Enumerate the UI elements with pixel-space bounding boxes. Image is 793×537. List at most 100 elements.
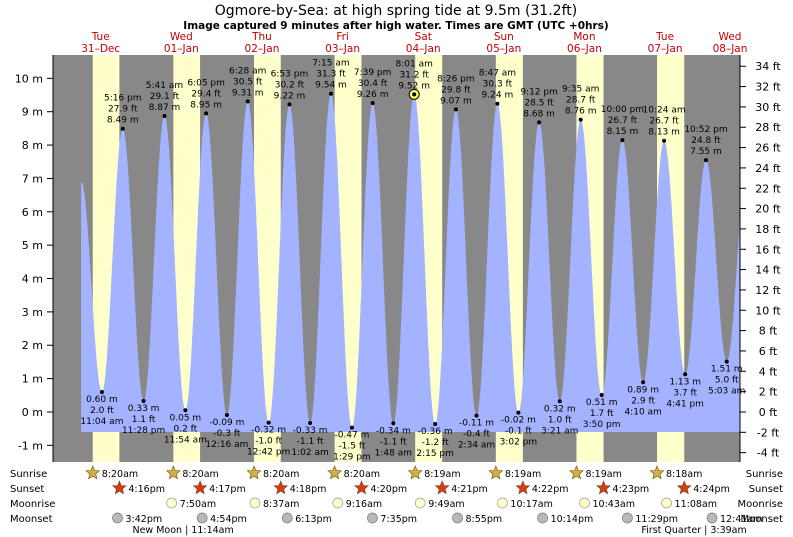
high-tide-m: 7.55 m [690, 147, 722, 157]
low-tide-ft: -0.3 ft [213, 429, 240, 439]
high-tide-time: 6:53 pm [271, 69, 309, 79]
day-name: Tue [655, 31, 674, 43]
tide-extreme-point [224, 412, 229, 417]
low-tide-time: 1:29 pm [333, 453, 371, 463]
day-date: 05–Jan [486, 43, 521, 55]
y-tick-label-m: 9 m [22, 106, 43, 119]
tide-extreme-point [516, 410, 521, 415]
y-tick-label-ft: 22 ft [755, 182, 781, 195]
low-tide-time: 12:16 am [205, 440, 248, 450]
low-tide-m: -0.33 m [293, 426, 328, 436]
sunset-time: 4:21pm [451, 484, 488, 495]
y-tick-label-m: 4 m [22, 273, 43, 286]
y-tick-label-ft: 8 ft [759, 325, 778, 338]
day-date: 06–Jan [567, 43, 602, 55]
y-tick-label-m: 1 m [22, 373, 43, 386]
moonrise-time: 7:50am [180, 499, 216, 510]
moonrise-time: 9:49am [428, 499, 464, 510]
sunset-icon [596, 480, 611, 495]
y-tick-label-ft: 10 ft [755, 304, 781, 317]
moon-phase-first-quarter: First Quarter | 3:39am [641, 525, 746, 536]
low-tide-time: 11:04 am [80, 417, 123, 427]
high-tide-time: 10:52 pm [684, 125, 727, 135]
sunrise-icon [246, 465, 262, 480]
day-name: Sat [415, 31, 432, 43]
moonset-time: 7:35pm [380, 514, 417, 525]
sunrise-time: 8:19am [585, 469, 621, 480]
day-name: Wed [719, 31, 742, 43]
moonset-icon [367, 512, 378, 524]
high-tide-time: 6:05 pm [187, 78, 225, 88]
legend-sunrise-right: Sunrise [746, 469, 783, 480]
tide-extreme-point [599, 392, 604, 397]
y-tick-label-ft: -2 ft [757, 426, 780, 439]
tide-extreme-point [683, 372, 688, 377]
tide-extreme-point [183, 408, 188, 413]
sunrise-icon [165, 465, 181, 480]
low-tide-m: -0.09 m [209, 418, 244, 428]
day-date: 01–Jan [164, 43, 199, 55]
sun-moon-events: 8:20am 8:20am 8:20am 8:20am 8:19am 8:19am 8:19… [85, 465, 763, 536]
tide-extreme-point [99, 389, 104, 394]
low-tide-ft: 5.0 ft [715, 376, 739, 386]
moonset-time: 12:41am [720, 514, 762, 525]
sunset-time: 4:23pm [613, 484, 650, 495]
tide-extreme-point [328, 91, 333, 96]
sunrise-icon [488, 465, 504, 480]
y-tick-label-m: 2 m [22, 339, 43, 352]
y-tick-label-ft: 26 ft [755, 142, 781, 155]
high-tide-time: 9:35 am [562, 85, 599, 95]
high-tide-time: 10:00 pm [601, 105, 644, 115]
high-tide-ft: 31.3 ft [316, 70, 346, 80]
y-axis-feet: -4 ft -2 ft 0 ft 2 ft 4 ft 6 ft 8 ft 10 ft 12 ft… [739, 55, 781, 462]
high-tide-m: 9.07 m [440, 96, 472, 106]
low-tide-ft: -1.1 ft [380, 437, 407, 447]
high-tide-m: 8.15 m [607, 127, 639, 137]
y-tick-label-ft: 32 ft [755, 81, 781, 94]
legend-sunset-right: Sunset [749, 484, 783, 495]
day-name: Sun [494, 31, 514, 43]
low-tide-m: -0.34 m [376, 426, 411, 436]
low-tide-time: 11:54 am [164, 435, 207, 445]
high-tide-time: 7:39 pm [354, 68, 392, 78]
y-tick-label-ft: 28 ft [755, 121, 781, 134]
y-tick-label-ft: 2 ft [759, 386, 778, 399]
low-tide-time: 1:02 am [291, 448, 328, 458]
tide-extreme-point [703, 158, 708, 163]
low-tide-m: -0.32 m [251, 426, 286, 436]
moonset-icon [622, 512, 633, 524]
low-tide-m: -0.47 m [334, 431, 369, 441]
high-tide-time: 5:41 am [146, 81, 183, 91]
moonset-time: 10:14pm [551, 514, 594, 525]
legend-sunrise-left: Sunrise [10, 469, 47, 480]
high-tide-ft: 26.7 ft [608, 116, 638, 126]
high-tide-ft: 27.9 ft [108, 105, 138, 115]
moonrise-icon [579, 497, 590, 509]
sunrise-icon [569, 465, 584, 480]
sunset-time: 4:17pm [209, 484, 246, 495]
low-tide-ft: -1.5 ft [338, 442, 365, 452]
sunset-icon [273, 480, 289, 495]
low-tide-ft: -1.0 ft [255, 437, 282, 447]
y-tick-label-ft: 24 ft [755, 162, 781, 175]
tide-extreme-point [724, 359, 729, 364]
sunrise-time: 8:18am [666, 469, 702, 480]
high-tide-m: 8.76 m [565, 107, 597, 117]
low-tide-m: 1.13 m [669, 377, 701, 387]
day-date: 03–Jan [325, 43, 360, 55]
low-tide-time: 3:50 pm [583, 420, 621, 430]
y-tick-label-ft: 18 ft [755, 223, 781, 236]
legend-moonrise-left: Moonrise [10, 499, 55, 510]
tide-extreme-point [474, 413, 479, 418]
legend-moonset-left: Moonset [10, 514, 53, 525]
moonset-icon [452, 512, 463, 524]
day-labels: Tue31–DecWed01–JanThu02–JanFri03–JanSat0… [81, 31, 747, 55]
high-tide-m: 8.13 m [648, 128, 680, 138]
tide-curve-area [81, 93, 740, 432]
high-tide-time: 7:15 am [312, 59, 349, 69]
low-tide-time: 12:42 pm [247, 448, 290, 458]
sun-moon-legend: Sunrise Sunset Moonrise Moonset Sunrise … [10, 469, 783, 525]
low-tide-ft: 0.2 ft [174, 424, 198, 434]
